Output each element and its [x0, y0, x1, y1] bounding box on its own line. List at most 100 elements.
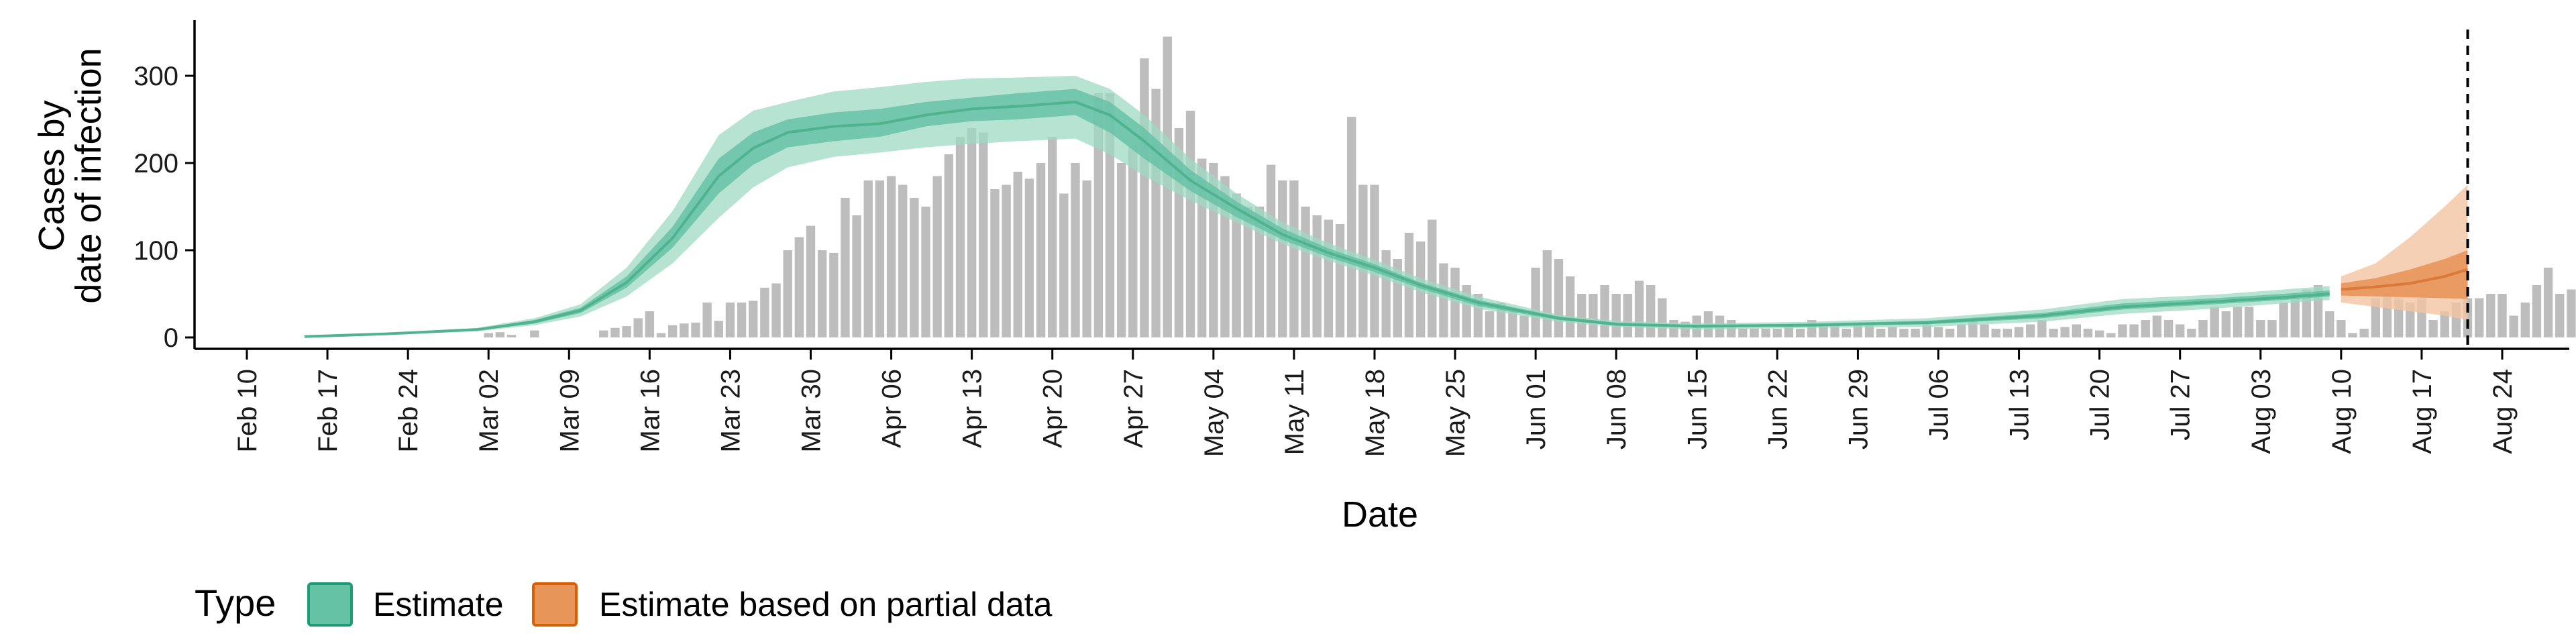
case-bar: [1335, 224, 1345, 337]
case-bar: [1611, 294, 1621, 337]
case-bar: [506, 335, 517, 337]
case-bar: [2233, 307, 2243, 337]
x-axis-title: Date: [1342, 494, 1418, 535]
case-bar: [656, 333, 666, 337]
legend-swatch-estimate: [307, 582, 353, 627]
case-bar: [2256, 320, 2265, 337]
case-bar: [1957, 324, 1966, 337]
case-bar: [2026, 324, 2035, 337]
x-tick-label: Aug 24: [2488, 369, 2518, 454]
x-tick-label: Aug 03: [2247, 369, 2276, 454]
y-tick-label: 0: [164, 323, 178, 353]
case-bar: [1439, 263, 1448, 337]
case-bar: [2428, 320, 2438, 337]
case-bar: [1738, 329, 1748, 337]
case-bar: [2543, 268, 2553, 337]
x-tick-label: Apr 20: [1038, 369, 1068, 448]
case-bar: [1243, 207, 1253, 337]
case-bar: [1841, 329, 1851, 337]
case-bar: [2037, 320, 2047, 337]
case-bar: [990, 189, 1000, 337]
case-bar: [910, 198, 919, 337]
case-bar: [955, 137, 965, 337]
case-bar: [2014, 327, 2024, 337]
case-bar: [2049, 329, 2058, 337]
case-bar: [2198, 320, 2208, 337]
x-tick-label: Apr 27: [1119, 369, 1148, 448]
case-bar: [1980, 324, 1989, 337]
case-bar: [760, 287, 769, 337]
case-bar: [530, 330, 539, 337]
case-bar: [1933, 327, 1943, 337]
case-bar: [680, 323, 689, 337]
case-bar: [1634, 280, 1644, 337]
y-tick-label: 300: [133, 62, 178, 91]
case-bar: [1312, 215, 1322, 337]
case-bar: [714, 321, 723, 337]
case-bar: [725, 303, 735, 337]
case-bar: [1266, 164, 1276, 337]
case-bar: [2520, 303, 2530, 337]
case-bar: [2359, 329, 2369, 337]
partial-median-line: [2341, 268, 2469, 291]
x-tick-label: May 04: [1199, 369, 1229, 457]
x-tick-label: May 18: [1360, 369, 1390, 457]
case-bar: [1254, 207, 1265, 337]
case-bar: [1128, 146, 1138, 337]
case-bar: [806, 225, 816, 337]
case-bar: [2176, 324, 2185, 337]
case-bar: [1185, 111, 1195, 337]
case-bar: [1508, 311, 1517, 337]
case-bar: [1301, 207, 1310, 337]
case-bar: [783, 250, 792, 337]
case-bar: [610, 327, 620, 337]
case-bar: [1554, 259, 1564, 337]
case-bar: [2163, 320, 2174, 337]
case-bar: [829, 252, 839, 337]
case-bar: [2267, 320, 2277, 337]
case-bar: [2118, 324, 2127, 337]
x-tick-label: Jun 22: [1763, 369, 1792, 449]
case-bar: [863, 180, 873, 337]
case-bar: [886, 176, 896, 337]
case-bar: [794, 237, 804, 337]
case-bar: [2498, 294, 2507, 337]
case-bar: [2072, 324, 2082, 337]
case-bar: [1428, 219, 1437, 337]
x-tick-label: Apr 13: [958, 369, 987, 448]
case-bar: [1864, 324, 1874, 337]
legend: Type Estimate Estimate based on partial …: [195, 582, 1053, 627]
case-bar: [1589, 294, 1598, 337]
x-tick-label: Aug 10: [2327, 369, 2357, 454]
case-bar: [1278, 180, 1287, 337]
case-bar: [2279, 303, 2288, 337]
case-bar: [1485, 311, 1495, 337]
y-tick-label: 100: [133, 236, 178, 266]
x-tick-label: Jul 20: [2086, 369, 2115, 441]
case-bar: [967, 128, 977, 337]
case-bar: [599, 330, 608, 337]
case-bar: [921, 207, 930, 337]
axis-layer: 0 100 200 300 Feb 10 Feb 17 Feb 24 Mar 02 Mar 09…: [133, 20, 2569, 457]
x-tick-label: Jul 27: [2166, 369, 2196, 441]
case-bar: [1623, 294, 1633, 337]
x-tick-label: Jul 13: [2005, 369, 2035, 441]
case-bar: [1565, 276, 1575, 337]
x-tick-label: Mar 30: [797, 369, 826, 453]
partial-outer-band: [2341, 184, 2468, 320]
case-bar: [737, 303, 747, 337]
case-bar: [817, 250, 827, 337]
case-bar: [875, 180, 885, 337]
x-tick-label: Jul 06: [1925, 369, 1954, 441]
case-bar: [495, 332, 505, 337]
case-bar: [852, 215, 861, 337]
case-bar: [1324, 219, 1334, 337]
case-bar: [2475, 298, 2484, 337]
case-bar: [1542, 250, 1552, 337]
case-bar: [1519, 315, 1529, 337]
case-bar: [771, 283, 781, 337]
y-axis-title-line2: date of infection: [68, 48, 109, 303]
legend-label-estimate: Estimate: [373, 586, 504, 623]
case-bar: [667, 325, 678, 337]
